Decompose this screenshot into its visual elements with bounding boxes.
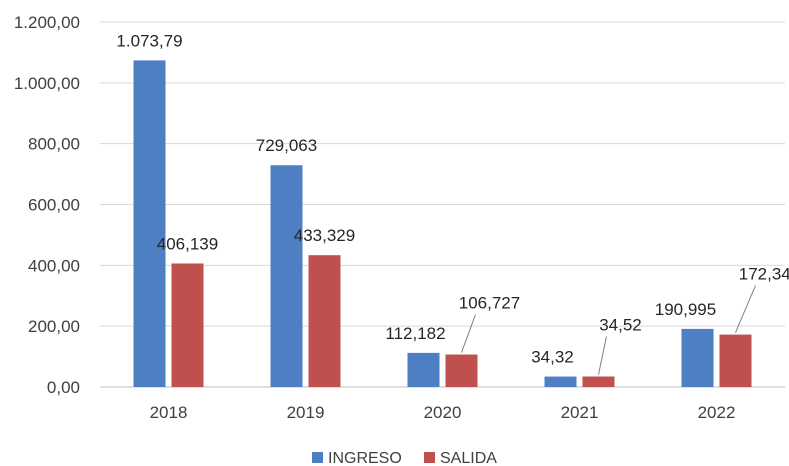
legend-swatch-salida [424, 452, 435, 463]
x-tick-label: 2018 [150, 403, 188, 422]
data-label: 106,727 [459, 294, 520, 313]
y-axis-tick-labels: 0,00 200,00 400,00 600,00 800,00 1.000,00 1.20… [14, 13, 80, 397]
label-leader-line [735, 285, 756, 333]
y-tick-label: 1.000,00 [14, 74, 80, 93]
y-tick-label: 800,00 [28, 135, 80, 154]
x-tick-label: 2021 [561, 403, 599, 422]
data-labels: 1.073,79 406,139 729,063 433,329 112,182 106,… [116, 31, 789, 366]
bar-salida-2022 [719, 334, 752, 387]
legend-swatch-ingreso [312, 452, 323, 463]
data-label: 406,139 [157, 234, 218, 253]
x-tick-label: 2020 [424, 403, 462, 422]
y-tick-label: 600,00 [28, 196, 80, 215]
data-label: 433,329 [294, 226, 355, 245]
y-tick-label: 200,00 [28, 317, 80, 336]
x-tick-label: 2022 [698, 403, 736, 422]
legend: INGRESO SALIDA [312, 450, 497, 466]
bars [133, 60, 752, 387]
y-tick-label: 1.200,00 [14, 13, 80, 32]
bar-salida-2020 [445, 354, 478, 387]
bar-salida-2021 [582, 376, 615, 387]
label-leader-lines [461, 285, 756, 375]
x-axis-tick-labels: 2018 2019 2020 2021 2022 [150, 403, 736, 422]
data-label: 112,182 [385, 324, 445, 343]
data-label: 190,995 [655, 300, 716, 319]
y-tick-label: 400,00 [28, 256, 80, 275]
legend-label: SALIDA [440, 450, 497, 466]
bar-ingreso-2020 [407, 352, 440, 387]
legend-label: INGRESO [328, 450, 402, 466]
bar-salida-2019 [308, 255, 341, 387]
data-label: 729,063 [256, 136, 317, 155]
label-leader-line [598, 336, 607, 375]
bar-salida-2018 [171, 263, 204, 387]
data-label: 34,52 [599, 316, 642, 335]
bar-ingreso-2019 [270, 165, 303, 387]
x-tick-label: 2019 [287, 403, 325, 422]
bar-ingreso-2021 [544, 376, 577, 387]
bar-ingreso-2022 [681, 328, 714, 387]
bar-ingreso-2018 [133, 60, 166, 387]
gridlines [100, 21, 785, 388]
data-label: 172,341 [739, 265, 789, 284]
data-label: 34,32 [531, 348, 574, 367]
data-label: 1.073,79 [116, 31, 182, 50]
y-tick-label: 0,00 [47, 378, 80, 397]
label-leader-line [461, 314, 476, 353]
